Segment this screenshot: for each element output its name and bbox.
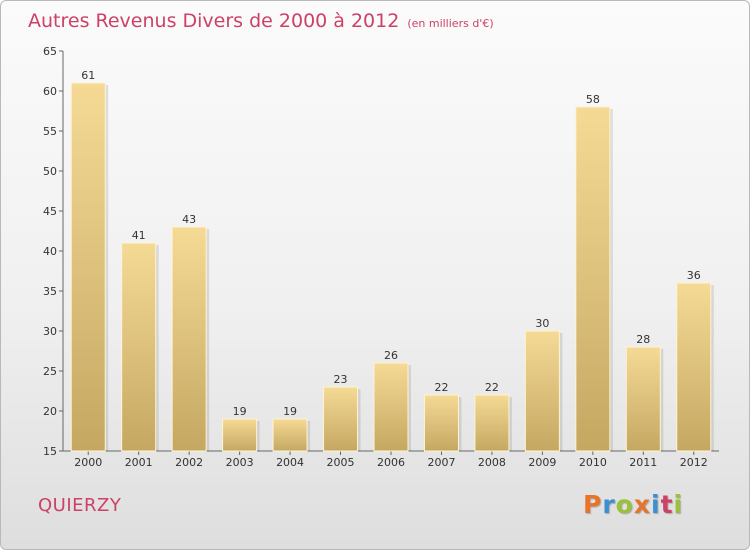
chart-title: Autres Revenus Divers de 2000 à 2012 (en … xyxy=(28,10,494,32)
bar-value-label: 22 xyxy=(485,381,499,394)
y-tick-label: 60 xyxy=(43,85,57,98)
logo-letter: i xyxy=(673,490,684,519)
bar-value-label: 19 xyxy=(283,405,297,418)
proxiti-logo[interactable]: Proxiti xyxy=(583,490,683,519)
y-tick-label: 35 xyxy=(43,285,57,298)
bar-value-label: 58 xyxy=(586,93,600,106)
bar-value-label: 41 xyxy=(132,229,146,242)
x-tick-label: 2007 xyxy=(427,456,455,469)
y-tick-label: 55 xyxy=(43,125,57,138)
chart-unit: (en milliers d'€) xyxy=(407,17,494,30)
bar xyxy=(222,418,258,452)
logo-letter: P xyxy=(583,490,603,519)
bar-value-label: 61 xyxy=(81,69,95,82)
y-tick-label: 50 xyxy=(43,165,57,178)
y-tick-label: 45 xyxy=(43,205,57,218)
bar-value-label: 28 xyxy=(636,333,650,346)
logo-letter: i xyxy=(651,490,661,519)
place-name: QUIERZY xyxy=(38,495,122,516)
x-tick-label: 2002 xyxy=(175,456,203,469)
x-tick-label: 2008 xyxy=(478,456,506,469)
x-tick-label: 2001 xyxy=(125,456,153,469)
bar-value-label: 22 xyxy=(434,381,448,394)
bar-value-label: 43 xyxy=(182,213,196,226)
chart-title-text: Autres Revenus Divers de 2000 à 2012 xyxy=(28,10,400,32)
x-tick-label: 2010 xyxy=(579,456,607,469)
y-tick-label: 65 xyxy=(43,45,57,58)
x-tick-label: 2004 xyxy=(276,456,304,469)
y-tick-label: 25 xyxy=(43,365,57,378)
bar xyxy=(676,282,712,452)
bars-group xyxy=(70,82,714,452)
x-tick-label: 2000 xyxy=(74,456,102,469)
logo-letter: t xyxy=(660,490,674,519)
bar xyxy=(575,106,611,452)
bar-value-label: 23 xyxy=(334,373,348,386)
bar xyxy=(171,226,207,452)
logo-letter: r xyxy=(602,490,616,519)
bar-value-label: 19 xyxy=(233,405,247,418)
bar xyxy=(70,82,106,452)
value-labels-group: 61 41 43 19 19 23 26 22 22 30 58 28 36 xyxy=(81,69,701,418)
y-tick-label: 30 xyxy=(43,325,57,338)
x-tick-label: 2003 xyxy=(226,456,254,469)
logo-letter: o xyxy=(615,490,634,519)
bar xyxy=(474,394,510,452)
bar xyxy=(121,242,157,452)
logo-letter: x xyxy=(633,490,651,519)
bar xyxy=(373,362,409,452)
bar xyxy=(423,394,459,452)
bar xyxy=(524,330,560,452)
x-tick-label: 2012 xyxy=(680,456,708,469)
bar xyxy=(272,418,308,452)
bar xyxy=(625,346,661,452)
bar-value-label: 30 xyxy=(535,317,549,330)
bar xyxy=(323,386,359,452)
x-tick-label: 2006 xyxy=(377,456,405,469)
y-tick-label: 40 xyxy=(43,245,57,258)
x-tick-label: 2005 xyxy=(327,456,355,469)
y-tick-label: 20 xyxy=(43,405,57,418)
y-tick-label: 15 xyxy=(43,445,57,458)
x-tick-label: 2009 xyxy=(528,456,556,469)
bar-value-label: 36 xyxy=(687,269,701,282)
bar-value-label: 26 xyxy=(384,349,398,362)
x-tick-label: 2011 xyxy=(629,456,657,469)
